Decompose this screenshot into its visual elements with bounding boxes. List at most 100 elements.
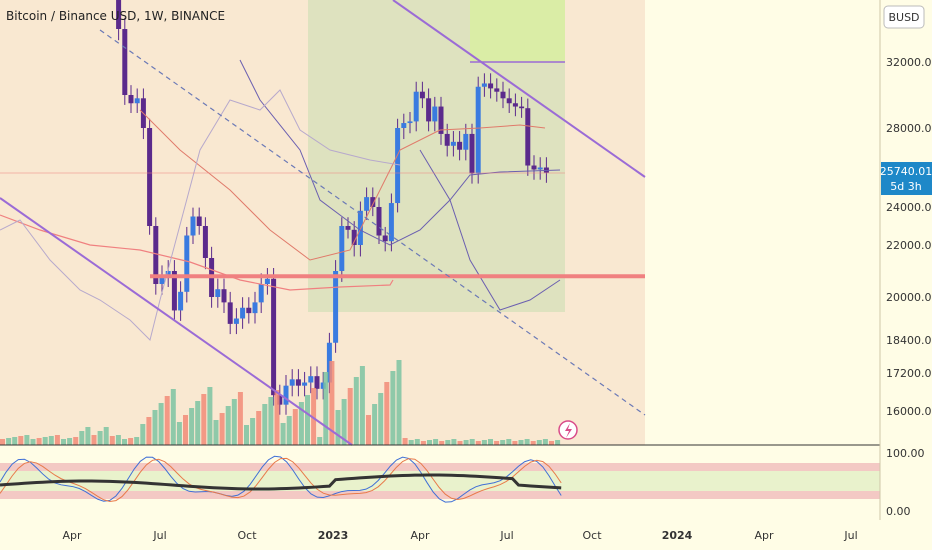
volume-bar	[414, 439, 420, 445]
candle-body	[481, 83, 487, 87]
volume-bar	[183, 415, 188, 445]
rsi-line	[0, 473, 562, 491]
volume-bar	[536, 440, 542, 445]
candle-body	[469, 133, 475, 174]
volume-bar	[530, 441, 536, 445]
volume-bar	[311, 388, 317, 445]
candle-body	[159, 276, 165, 284]
volume-bar	[396, 360, 402, 445]
volume-bar	[524, 439, 530, 445]
volume-bar	[176, 422, 182, 445]
volume-bar	[115, 435, 121, 445]
x-tick-label: Jul	[499, 529, 513, 542]
candle-body	[134, 98, 140, 104]
volume-bar	[512, 441, 518, 445]
volume-bar	[30, 439, 36, 445]
volume-bar	[469, 439, 475, 445]
indicator-lines	[0, 59, 565, 341]
candle-body	[506, 98, 512, 104]
candle-body	[165, 271, 171, 277]
candle-body	[122, 29, 128, 95]
candle-body	[388, 203, 394, 242]
lightning-icon-glyph	[565, 423, 572, 438]
candle-body	[357, 210, 363, 245]
volume-bar	[317, 437, 323, 445]
volume-bar	[164, 396, 170, 445]
candle-body	[283, 385, 289, 405]
candle-body	[512, 103, 518, 107]
volume-bar	[384, 382, 390, 445]
volume-bar	[427, 440, 432, 445]
candle-body	[407, 121, 413, 124]
volume-bar	[128, 438, 134, 445]
candle-body	[444, 133, 450, 146]
y-tick-label: 28000.00	[886, 122, 932, 135]
candle-body	[475, 86, 481, 174]
candle-body	[370, 197, 376, 207]
volume-bar	[366, 415, 371, 445]
senkou-line	[239, 59, 561, 246]
volume-bar	[79, 431, 85, 445]
candle-body	[314, 376, 320, 389]
volume-bar	[353, 377, 359, 445]
volume-bar	[91, 435, 97, 445]
candle-body	[364, 197, 370, 211]
candle-body	[302, 382, 308, 386]
osc-lower-band	[0, 491, 880, 499]
volume-bar	[500, 440, 506, 445]
oscillator-lines	[0, 455, 562, 503]
volume-bar	[457, 441, 463, 445]
candle-body	[264, 278, 270, 284]
candles	[116, 0, 549, 415]
y-tick-label: 18400.00	[886, 334, 932, 347]
candle-body	[376, 207, 382, 236]
candle-body	[171, 271, 177, 311]
volume-bar	[451, 439, 457, 445]
x-tick-label: Apr	[754, 529, 774, 542]
currency-badge[interactable]	[883, 5, 925, 29]
volume-bar	[109, 436, 115, 445]
volume-bar	[329, 361, 335, 445]
candle-body	[339, 226, 345, 271]
volume-bar	[555, 440, 561, 445]
x-tick-label: Apr	[410, 529, 430, 542]
volume-bar	[518, 440, 524, 445]
volume-bar	[359, 366, 365, 445]
volume-bar	[347, 388, 353, 445]
channel-mid-line	[99, 29, 646, 416]
y-tick-label: 22000.00	[886, 239, 932, 252]
x-tick-label: Oct	[237, 529, 257, 542]
chart-title: Bitcoin / Binance USD, 1W, BINANCE	[6, 9, 225, 23]
volume-bar	[219, 413, 225, 445]
y-tick-label: 20000.00	[886, 291, 932, 304]
volume-bar	[280, 423, 286, 445]
price-axis[interactable]: 32000.00 28000.00 24000.00 22000.00 20000.00…	[886, 56, 932, 418]
candle-body	[488, 83, 494, 89]
candle-body	[419, 91, 425, 99]
volume-bar	[48, 436, 54, 445]
y-tick-label: 24000.00	[886, 201, 932, 214]
candle-body	[432, 106, 438, 122]
time-axis[interactable]: Apr Jul Oct 2023 Apr Jul Oct 2024 Apr Jul	[62, 529, 857, 542]
candle-body	[333, 271, 339, 343]
lagging-span	[0, 89, 401, 341]
volume-bar	[445, 440, 451, 445]
candle-body	[395, 128, 401, 204]
channel-upper-line	[392, 0, 646, 178]
x-tick-label: 2024	[662, 529, 693, 542]
volume-bar	[420, 441, 426, 445]
volume-bar	[475, 441, 481, 445]
volume-bar	[237, 392, 243, 445]
volume-bar	[372, 404, 378, 445]
candle-body	[438, 106, 444, 134]
candle-body	[345, 226, 351, 230]
volume-bar	[6, 438, 12, 445]
candle-body	[531, 165, 537, 170]
volume-bar	[549, 441, 554, 445]
y-tick-label: 16000.00	[886, 405, 932, 418]
volume-bar	[231, 399, 237, 445]
x-tick-label: 2023	[318, 529, 349, 542]
candle-body	[147, 128, 153, 226]
volume-bar	[146, 417, 152, 445]
candle-body	[537, 167, 543, 170]
